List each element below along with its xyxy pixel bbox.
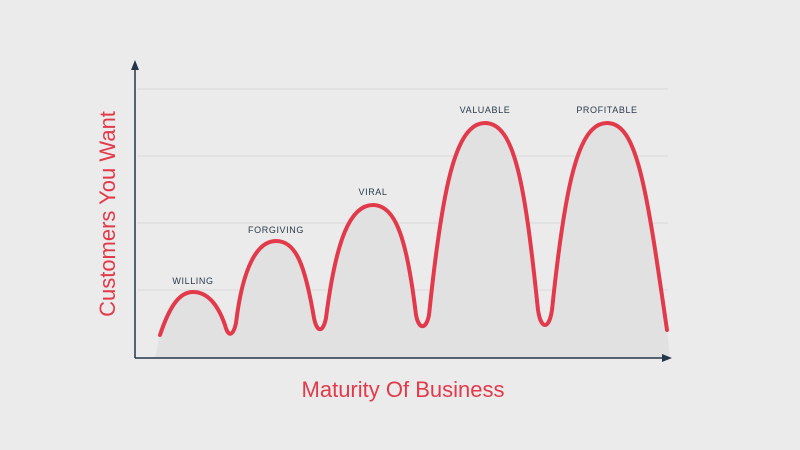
stage-label-profitable: PROFITABLE xyxy=(576,105,637,115)
y-axis-arrow-icon xyxy=(131,60,139,70)
stage-label-forgiving: FORGIVING xyxy=(248,225,304,235)
stage-label-viral: VIRAL xyxy=(358,187,387,197)
stage-label-valuable: VALUABLE xyxy=(460,105,511,115)
curve-area xyxy=(155,123,670,358)
stage-label-willing: WILLING xyxy=(172,276,213,286)
x-axis-title: Maturity Of Business xyxy=(302,377,505,402)
axes xyxy=(131,60,672,362)
stage-labels: WILLING FORGIVING VIRAL VALUABLE PROFITA… xyxy=(172,105,637,286)
y-axis-title: Customers You Want xyxy=(95,111,120,317)
x-axis-arrow-icon xyxy=(662,354,672,362)
growth-curve xyxy=(158,121,669,337)
